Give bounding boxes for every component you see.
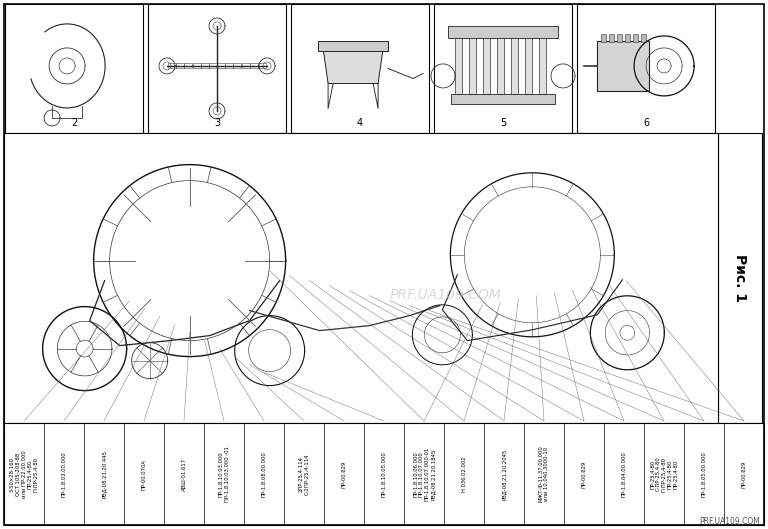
Bar <box>4 133 718 423</box>
Bar <box>184 63 192 68</box>
Bar <box>577 4 715 133</box>
Text: ПР-1,8.05.00.000: ПР-1,8.05.00.000 <box>701 451 707 497</box>
Text: 3: 3 <box>214 118 220 128</box>
Bar <box>633 34 638 42</box>
Text: РВД-08.21.20.445: РВД-08.21.20.445 <box>101 450 107 498</box>
Bar <box>617 34 622 42</box>
Bar <box>258 63 266 68</box>
Polygon shape <box>483 36 490 94</box>
Bar <box>200 63 209 68</box>
Bar <box>451 94 555 104</box>
Polygon shape <box>455 36 462 94</box>
Bar <box>209 63 217 68</box>
Bar <box>217 63 225 68</box>
Polygon shape <box>525 36 532 94</box>
Polygon shape <box>323 49 383 84</box>
Text: 2ПР-25,4-114
С-2ПР-25,4-114: 2ПР-25,4-114 С-2ПР-25,4-114 <box>299 453 310 495</box>
Bar <box>233 63 241 68</box>
Bar <box>448 26 558 38</box>
Text: ПР-00.070А: ПР-00.070А <box>141 459 147 489</box>
Bar <box>168 63 176 68</box>
Text: ПР-25,4-80
С-ПР-25,4-80
П-ПР-25,4-80
ПР-25,4-80
ПР-25,4-80: ПР-25,4-80 С-ПР-25,4-80 П-ПР-25,4-80 ПР-… <box>650 457 678 491</box>
Bar <box>641 34 646 42</box>
Bar <box>609 34 614 42</box>
Bar <box>625 34 630 42</box>
Text: ПР-00.629: ПР-00.629 <box>581 460 587 488</box>
Text: 6: 6 <box>643 118 649 128</box>
Text: PRF.UA109.COM: PRF.UA109.COM <box>389 288 502 303</box>
Text: ПР-1,8.10.06.000
ПР-1,8.10.07.000
ПР-1,8.10.07.000-01
РВД-08.21.20.1845: ПР-1,8.10.06.000 ПР-1,8.10.07.000 ПР-1,8… <box>413 447 435 501</box>
Polygon shape <box>539 36 546 94</box>
Bar <box>601 34 606 42</box>
Text: ПР-1,8.03.00.000: ПР-1,8.03.00.000 <box>61 451 67 497</box>
Text: ПР-00.629: ПР-00.629 <box>342 460 346 488</box>
Text: 3-50×28-160
ОСТ 105-208-88
или ПР-22.00.000
ПР-25,4-80
П-ПР-25,4-80: 3-50×28-160 ОСТ 105-208-88 или ПР-22.00.… <box>10 450 38 498</box>
Text: 5: 5 <box>500 118 506 128</box>
Text: 2: 2 <box>71 118 77 128</box>
Text: ПР-1,8.04.00.000: ПР-1,8.04.00.000 <box>621 451 627 497</box>
Bar <box>4 423 764 525</box>
Text: PRF.UA109.COM: PRF.UA109.COM <box>699 517 760 526</box>
Polygon shape <box>511 36 518 94</box>
Bar <box>718 133 762 423</box>
Bar <box>5 4 143 133</box>
Bar <box>242 63 250 68</box>
Text: АВШ-01.617: АВШ-01.617 <box>181 458 187 490</box>
Bar <box>597 41 649 91</box>
Bar <box>291 4 429 133</box>
Polygon shape <box>497 36 504 94</box>
Bar <box>225 63 233 68</box>
Polygon shape <box>469 36 476 94</box>
Bar <box>434 4 572 133</box>
Text: РВД-08.21.20.2045: РВД-08.21.20.2045 <box>502 448 507 500</box>
Bar <box>176 63 184 68</box>
Bar <box>193 63 200 68</box>
Bar <box>250 63 258 68</box>
Text: Рис. 1: Рис. 1 <box>733 254 747 302</box>
Text: 4: 4 <box>357 118 363 128</box>
Text: ПР-1,8.10.05.000: ПР-1,8.10.05.000 <box>382 451 386 497</box>
Text: Н 036.02.002: Н 036.02.002 <box>462 456 466 492</box>
Text: МЖТ-Ф-11.37.00.000
или 10.040.3000-10: МЖТ-Ф-11.37.00.000 или 10.040.3000-10 <box>538 445 549 503</box>
Text: ПР-00.629: ПР-00.629 <box>741 460 746 488</box>
Text: ПР-1,8.10.03.000
ПР-1,8.10.03.000 -01: ПР-1,8.10.03.000 ПР-1,8.10.03.000 -01 <box>219 446 230 502</box>
Text: ПР-1,8.08.00.000: ПР-1,8.08.00.000 <box>261 451 266 497</box>
Bar <box>318 41 388 50</box>
Bar <box>148 4 286 133</box>
